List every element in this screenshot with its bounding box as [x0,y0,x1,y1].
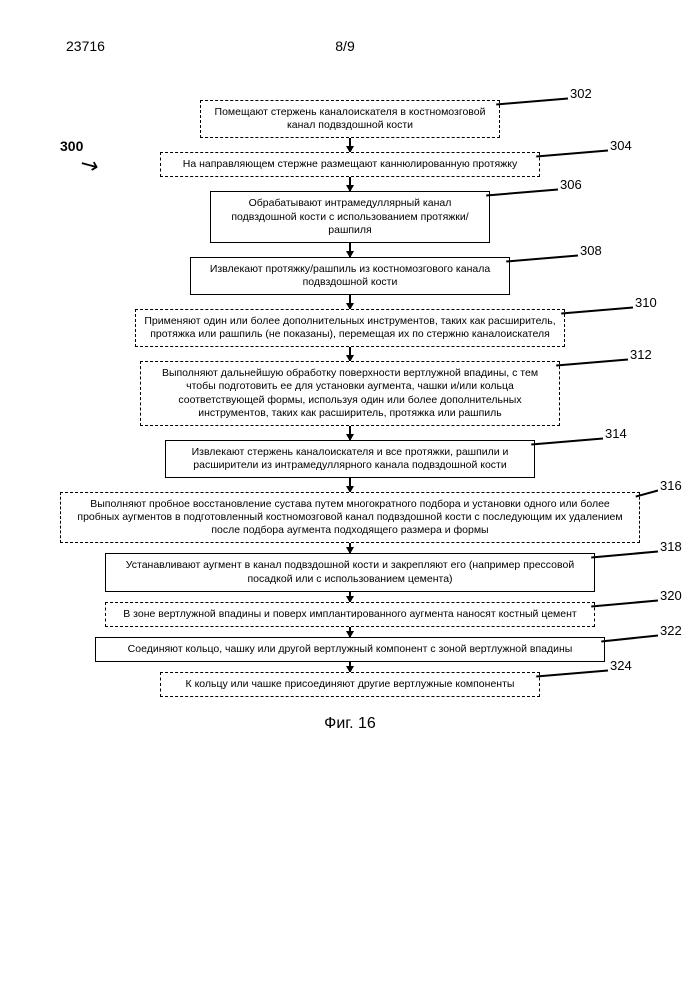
ref-number-304: 304 [610,138,632,153]
ref-number-324: 324 [610,658,632,673]
flow-step-314: Извлекают стержень каналоискателя и все … [165,440,535,478]
ref-number-308: 308 [580,243,602,258]
flow-step-308: Извлекают протяжку/рашпиль из костномозг… [190,257,510,295]
flow-step-302: Помещают стержень каналоискателя в костн… [200,100,500,138]
flow-step-316: Выполняют пробное восстановление сустава… [60,492,640,543]
ref-number-322: 322 [660,623,682,638]
ref-number-310: 310 [635,295,657,310]
flow-step-310: Применяют один или более дополнительных … [135,309,565,347]
flow-step-324: К кольцу или чашке присоединяют другие в… [160,672,540,697]
patent-page: 23716 8/9 300 ↘ Помещают стержень канало… [0,0,690,1000]
ref-number-306: 306 [560,177,582,192]
page-number: 8/9 [0,38,690,54]
flow-step-312: Выполняют дальнейшую обработку поверхнос… [140,361,560,426]
ref-number-314: 314 [605,426,627,441]
flow-step-318: Устанавливают аугмент в канал подвздошно… [105,553,595,591]
ref-number-316: 316 [660,478,682,493]
flowchart: Помещают стержень каналоискателя в костн… [40,100,660,733]
flow-step-306: Обрабатывают интрамедуллярный канал подв… [210,191,490,242]
flow-step-304: На направляющем стержне размещают каннюл… [160,152,540,177]
ref-number-318: 318 [660,539,682,554]
ref-number-320: 320 [660,588,682,603]
figure-caption: Фиг. 16 [324,715,376,733]
flow-step-322: Соединяют кольцо, чашку или другой вертл… [95,637,605,662]
ref-number-302: 302 [570,86,592,101]
ref-number-312: 312 [630,347,652,362]
flow-step-320: В зоне вертлужной впадины и поверх импла… [105,602,595,627]
